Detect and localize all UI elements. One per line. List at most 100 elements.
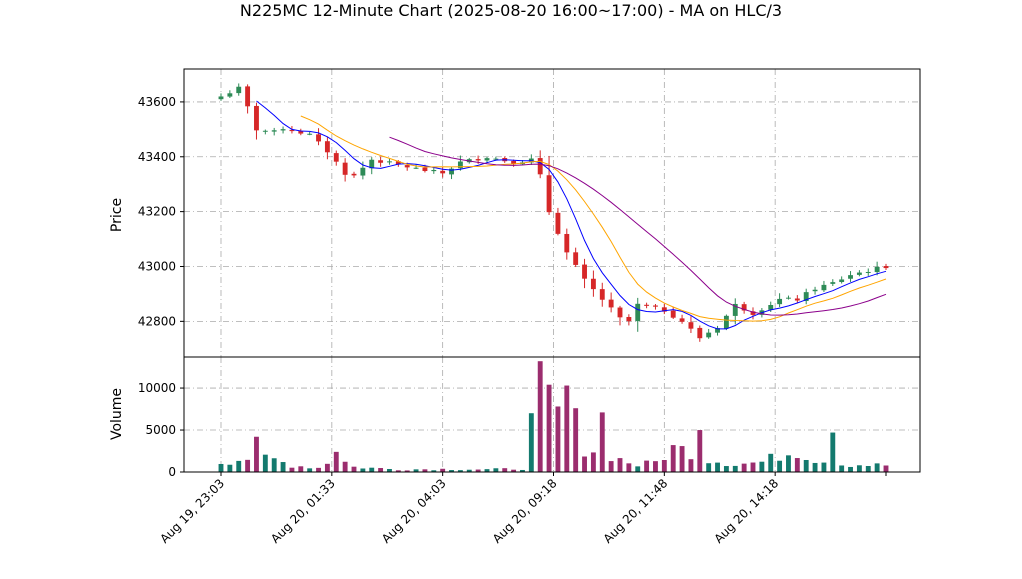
volume-bar: [422, 469, 428, 472]
volume-bar: [227, 464, 233, 472]
candle-body: [449, 168, 454, 175]
volume-bar: [617, 458, 623, 472]
candle-body: [440, 170, 446, 174]
volume-bar: [378, 468, 384, 472]
volume-bar: [732, 465, 738, 472]
volume-bar: [449, 470, 454, 472]
moving-average-lines: [256, 100, 887, 330]
volume-bar: [582, 456, 587, 472]
xtick-label: Aug 20, 11:48: [601, 476, 671, 546]
candle-body: [608, 299, 614, 308]
volume-bar: [387, 468, 392, 472]
volume-bar: [236, 460, 242, 472]
volume-bar: [511, 469, 517, 472]
candle-body: [236, 86, 242, 94]
candle-body: [298, 130, 304, 134]
volume-bar: [360, 468, 366, 472]
volume-bar: [342, 461, 348, 472]
candle-body: [333, 153, 339, 162]
candle-body: [369, 159, 375, 169]
candle-body: [741, 304, 747, 311]
price-ytick-label: 42800: [138, 314, 176, 328]
candle-body: [404, 165, 410, 168]
candle-body: [378, 160, 384, 163]
xtick-label: Aug 19, 23:03: [157, 476, 227, 546]
candle-body: [360, 167, 366, 176]
volume-bar: [298, 466, 304, 472]
candle-body: [324, 141, 330, 153]
candle-body: [706, 332, 712, 338]
price-ytick-label: 43200: [138, 205, 176, 219]
candle-body: [546, 175, 552, 213]
candle-body: [457, 161, 463, 169]
candle-body: [271, 130, 277, 132]
candle-body: [732, 303, 738, 316]
candle-body: [617, 307, 623, 318]
candle-body: [644, 304, 650, 306]
volume-axes-frame: [183, 356, 921, 473]
candle-body: [254, 105, 259, 131]
volume-bar: [759, 461, 765, 472]
candle-body: [395, 161, 401, 165]
volume-bar: [324, 463, 330, 472]
volume-bar: [254, 436, 259, 472]
volume-bar: [653, 461, 658, 472]
volume-ytick-label: 10000: [138, 381, 176, 395]
volume-bar: [590, 452, 596, 472]
volume-bar: [821, 462, 827, 472]
volume-bar: [794, 458, 800, 472]
volume-bar: [644, 460, 650, 472]
volume-bar: [369, 467, 375, 472]
candle-body: [484, 158, 490, 161]
candle-body: [555, 212, 561, 234]
volume-bar: [351, 466, 357, 472]
volume-bars: [218, 361, 889, 472]
candle-body: [768, 305, 774, 310]
volume-grid: [184, 357, 920, 472]
volume-bar: [679, 446, 685, 472]
candle-body: [422, 167, 428, 172]
price-axis-label: Price: [109, 198, 125, 232]
volume-bar: [333, 451, 339, 472]
volume-bar: [874, 463, 880, 472]
volume-bar: [803, 459, 809, 472]
candle-body: [777, 298, 783, 305]
volume-bar: [307, 468, 313, 472]
volume-bar: [528, 413, 534, 472]
candle-body: [715, 328, 720, 333]
candle-body: [661, 307, 667, 312]
candle-body: [262, 130, 268, 132]
volume-bar: [280, 462, 286, 472]
xtick-label: Aug 20, 14:18: [711, 476, 781, 546]
candle-body: [227, 93, 233, 97]
candle-body: [307, 133, 313, 135]
candle-body: [723, 315, 729, 329]
volume-bar: [431, 470, 437, 472]
volume-bar: [688, 459, 694, 472]
candle-body: [865, 271, 871, 273]
candle-body: [883, 266, 889, 269]
price-ytick-label: 43000: [138, 259, 176, 273]
volume-bar: [608, 461, 614, 472]
candle-body: [679, 318, 685, 322]
volume-axis-label: Volume: [109, 388, 125, 440]
xtick-label: Aug 20, 04:03: [379, 476, 449, 546]
candle-body: [511, 160, 517, 165]
candle-body: [635, 303, 641, 322]
volume-bar: [626, 463, 632, 472]
price-ytick-label: 43600: [138, 95, 176, 109]
price-axes-frame: [183, 68, 921, 358]
volume-bar: [289, 467, 295, 472]
volume-bar: [830, 432, 836, 472]
candle-body: [582, 264, 587, 279]
candle-body: [475, 159, 481, 161]
candle-body: [856, 272, 862, 275]
candle-body: [688, 322, 694, 329]
candle-body: [794, 298, 800, 301]
volume-bar: [856, 465, 862, 472]
candle-body: [599, 289, 605, 300]
candle-body: [289, 129, 295, 132]
volume-bar: [395, 470, 401, 472]
volume-bar: [786, 455, 791, 472]
candle-body: [493, 158, 499, 160]
